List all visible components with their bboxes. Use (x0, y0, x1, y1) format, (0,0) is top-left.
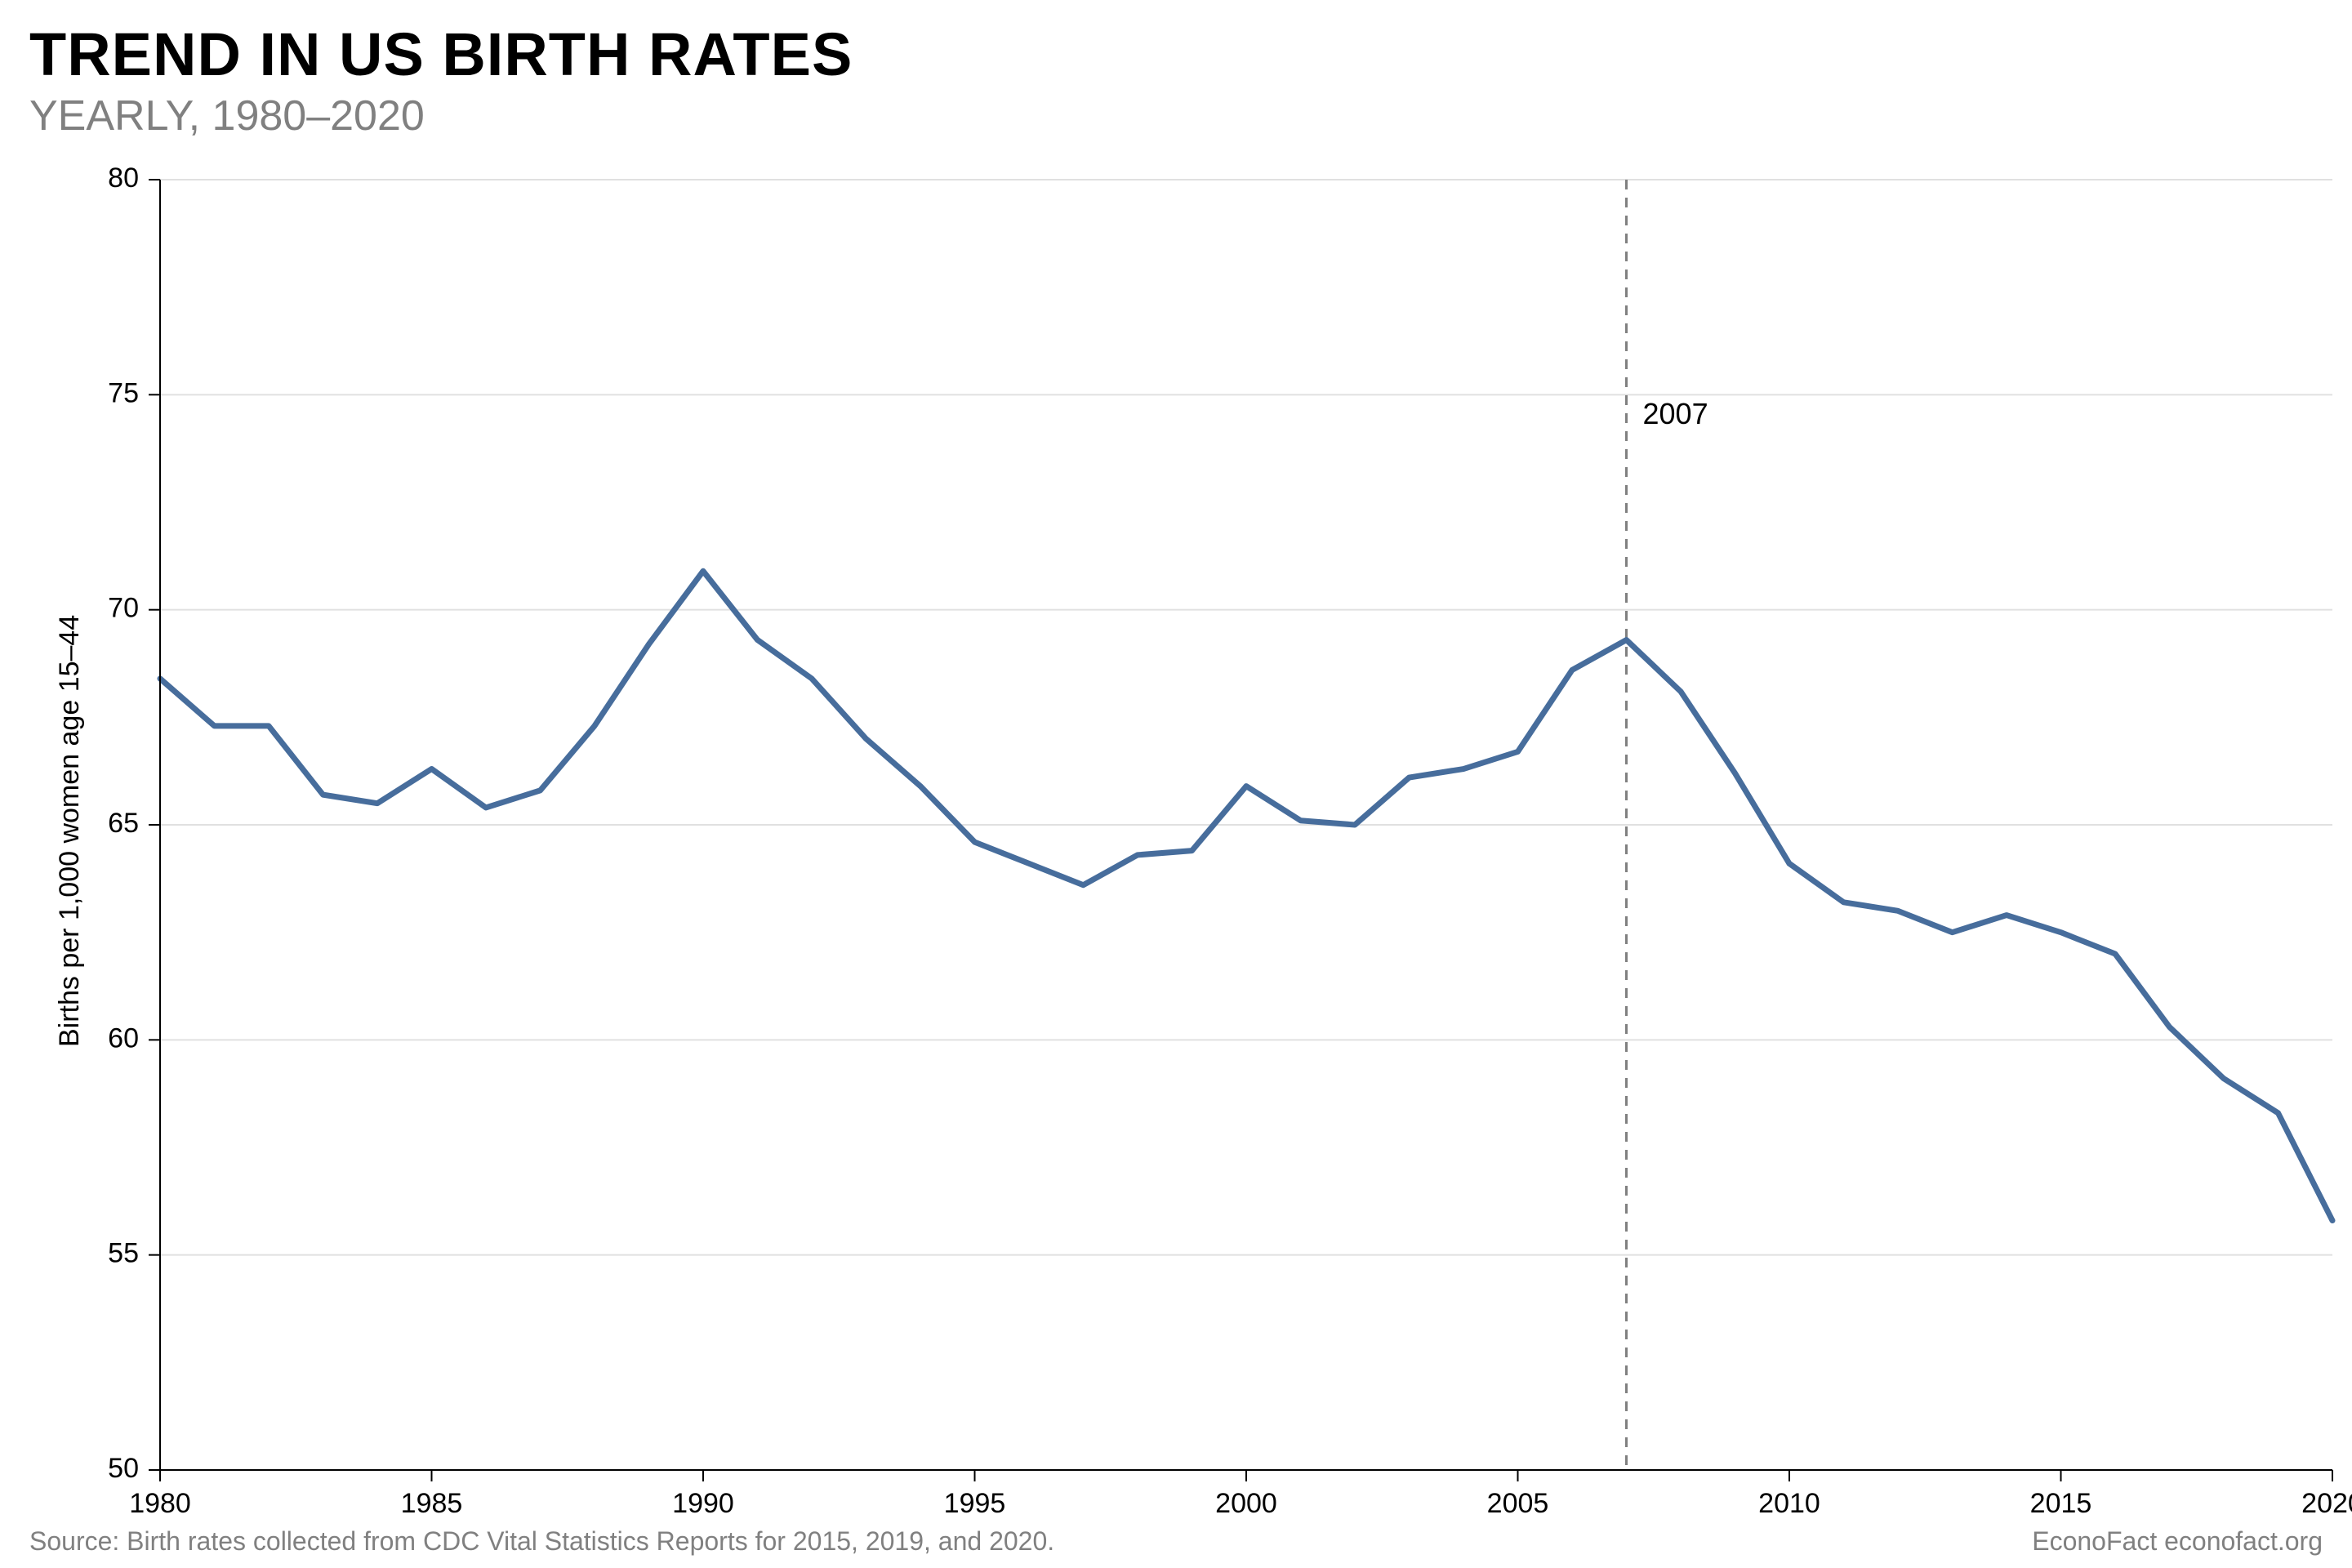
source-text: Source: Birth rates collected from CDC V… (29, 1526, 1054, 1557)
y-axis-label: Births per 1,000 women age 15–44 (54, 615, 86, 1047)
svg-text:65: 65 (108, 808, 139, 839)
line-chart-svg: 5055606570758019801985199019952000200520… (160, 180, 2332, 1470)
svg-text:1980: 1980 (129, 1488, 191, 1519)
svg-text:50: 50 (108, 1453, 139, 1484)
svg-text:55: 55 (108, 1238, 139, 1269)
svg-text:2010: 2010 (1758, 1488, 1820, 1519)
svg-text:2020: 2020 (2301, 1488, 2352, 1519)
x-ticks: 1980 1985 1990 1995 2000 2005 2010 2015 2020 (129, 1470, 2352, 1519)
svg-text:75: 75 (108, 377, 139, 408)
svg-text:60: 60 (108, 1022, 139, 1054)
svg-text:2000: 2000 (1215, 1488, 1277, 1519)
credit-text: EconoFact econofact.org (2032, 1526, 2323, 1557)
annotation-label: 2007 (1643, 397, 1708, 430)
chart-title: TREND IN US BIRTH RATES (29, 20, 853, 89)
svg-text:70: 70 (108, 593, 139, 624)
svg-text:2015: 2015 (2030, 1488, 2092, 1519)
svg-text:80: 80 (108, 163, 139, 194)
svg-text:1990: 1990 (672, 1488, 734, 1519)
svg-text:1995: 1995 (944, 1488, 1006, 1519)
svg-text:1985: 1985 (401, 1488, 463, 1519)
plot-area: Births per 1,000 women age 15–44 5055606… (160, 180, 2332, 1470)
svg-text:2005: 2005 (1487, 1488, 1549, 1519)
y-ticks: 50 55 60 65 70 75 80 (108, 163, 160, 1484)
chart-subtitle: YEARLY, 1980–2020 (29, 91, 425, 140)
